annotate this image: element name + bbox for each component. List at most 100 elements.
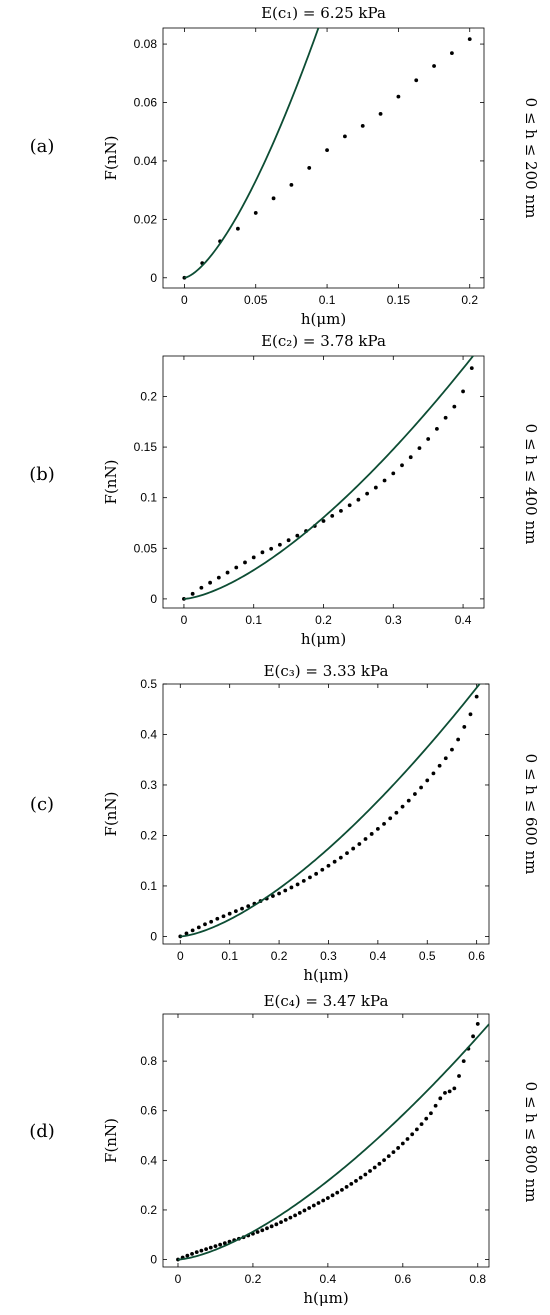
data-point <box>255 1230 260 1234</box>
data-point <box>326 863 331 868</box>
data-point <box>373 485 378 490</box>
chart-title: E(c₁) = 6.25 kPa <box>261 4 386 22</box>
x-tick-label: 0.15 <box>387 293 411 307</box>
data-point <box>433 1103 438 1108</box>
data-point <box>196 925 201 930</box>
data-point <box>417 446 422 450</box>
x-axis-label: h(μm) <box>303 966 348 984</box>
data-point <box>277 891 281 896</box>
x-axis-label: h(μm) <box>303 1289 348 1307</box>
data-point <box>467 37 472 42</box>
data-point <box>471 1034 475 1039</box>
data-point <box>354 1179 358 1183</box>
data-point <box>391 471 396 476</box>
range-label: 0 ≤ h ≤ 600 nm <box>522 754 540 875</box>
data-point <box>400 804 405 809</box>
chart-title: E(c₄) = 3.47 kPa <box>264 992 389 1010</box>
data-point <box>394 810 399 815</box>
y-tick-label: 0 <box>150 1253 157 1267</box>
data-point <box>295 533 300 538</box>
x-tick-label: 0.1 <box>319 293 336 307</box>
data-point <box>208 1245 213 1250</box>
data-point <box>307 166 312 170</box>
plot-area <box>178 684 481 939</box>
data-point <box>469 366 474 371</box>
panel-label: (a) <box>30 136 55 157</box>
data-point <box>194 1250 199 1255</box>
x-tick-label: 0.6 <box>468 949 485 963</box>
data-point <box>253 211 258 215</box>
data-point <box>330 1193 335 1198</box>
y-tick-label: 0.1 <box>140 879 157 893</box>
data-point <box>295 882 300 887</box>
data-point <box>452 1086 457 1091</box>
data-point <box>400 463 404 468</box>
panel-label: (d) <box>29 1121 55 1142</box>
y-tick-label: 0.15 <box>134 440 158 454</box>
data-point <box>332 859 337 864</box>
data-point <box>325 1196 330 1200</box>
y-tick-label: 0 <box>150 271 157 285</box>
x-tick-label: 0 <box>181 613 188 627</box>
fit-curve <box>180 684 481 938</box>
data-point <box>372 1165 377 1170</box>
data-point <box>301 878 306 883</box>
data-point <box>286 538 291 543</box>
data-point <box>325 148 329 153</box>
data-point <box>408 455 413 460</box>
y-axis-label: F(nN) <box>102 460 120 505</box>
data-point <box>225 570 230 575</box>
x-tick-label: 0.2 <box>461 293 478 307</box>
data-point <box>269 546 274 551</box>
data-point <box>293 1213 297 1218</box>
x-axis-label: h(μm) <box>301 310 346 328</box>
data-point <box>185 1253 190 1258</box>
panel-label: (b) <box>29 464 55 485</box>
data-point <box>468 712 473 717</box>
x-axis-label: h(μm) <box>301 630 346 648</box>
data-point <box>475 1022 480 1026</box>
data-point <box>431 771 436 776</box>
data-point <box>391 1150 396 1155</box>
y-axis-label: F(nN) <box>102 792 120 837</box>
data-point <box>462 725 467 729</box>
y-tick-label: 0.2 <box>140 828 157 842</box>
data-point <box>424 1116 429 1121</box>
data-point <box>260 550 265 555</box>
data-point <box>363 1172 368 1177</box>
data-point <box>203 922 207 927</box>
data-point <box>388 816 393 821</box>
data-point <box>320 867 325 872</box>
data-point <box>347 503 352 508</box>
fit-curve <box>184 28 320 279</box>
data-point <box>360 123 365 128</box>
data-point <box>209 919 214 924</box>
y-tick-label: 0.8 <box>140 1054 157 1068</box>
data-point <box>190 928 195 933</box>
data-point <box>378 111 383 116</box>
data-point <box>283 1217 288 1222</box>
data-point <box>338 855 343 860</box>
data-point <box>190 591 195 596</box>
data-point <box>396 94 401 99</box>
data-point <box>452 404 457 409</box>
chart-panel-4: 0 0.2 0.4 0.6 0.8 0 0.2 0.4 0.6 0.8 E(c₄) = 3.47 k… <box>29 992 540 1307</box>
data-point <box>265 1226 269 1231</box>
chart-panel-2: 0 0.1 0.2 0.3 0.4 0 0.05 0.1 0.15 0.2 E(c₂) = 3.78… <box>29 332 540 648</box>
data-point <box>356 497 361 502</box>
fit-curve <box>183 356 475 600</box>
data-point <box>321 1198 326 1203</box>
y-tick-label: 0.4 <box>140 727 157 741</box>
data-point <box>386 1154 391 1159</box>
data-point <box>316 1201 321 1205</box>
y-tick-label: 0.4 <box>140 1153 157 1167</box>
x-tick-label: 0.4 <box>320 1272 337 1286</box>
fit-curve <box>177 1023 489 1261</box>
y-axis-label: F(nN) <box>102 1118 120 1163</box>
data-point <box>438 1096 443 1101</box>
data-point <box>443 756 448 761</box>
x-tick-label: 0.05 <box>244 293 268 307</box>
x-tick-label: 0 <box>175 1272 182 1286</box>
data-point <box>274 1222 279 1227</box>
